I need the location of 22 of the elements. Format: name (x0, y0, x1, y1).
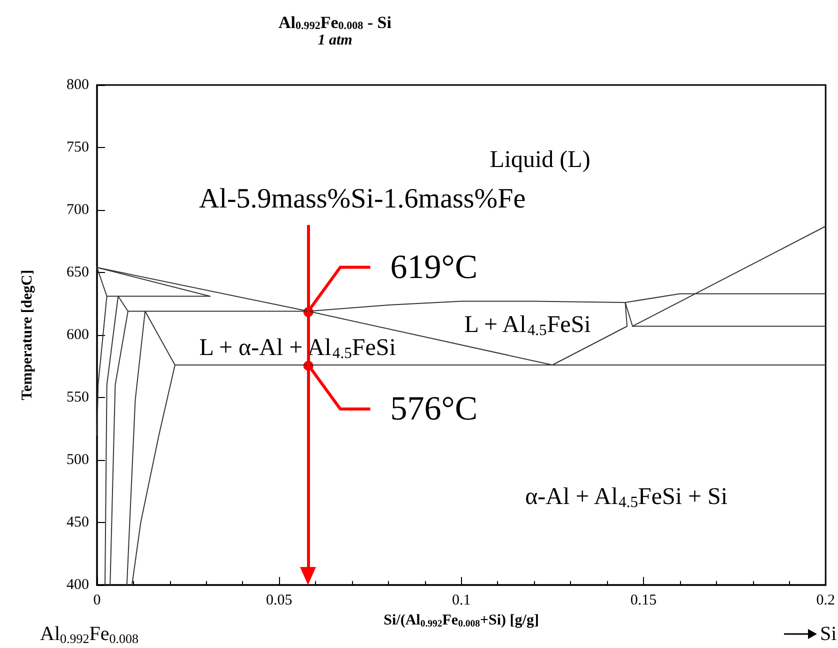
y-tick-label: 550 (66, 390, 89, 406)
annotation: 619°C (390, 248, 478, 286)
x-tick-label: 0.15 (630, 592, 657, 608)
y-tick-label: 500 (66, 452, 89, 468)
annotation: 576°C (390, 390, 478, 428)
y-tick-label: 700 (66, 202, 89, 218)
text: Si (820, 623, 838, 645)
ref-line-label: Al-5.9mass%Si-1.6mass%Fe (198, 184, 526, 214)
y-tick-label: 400 (66, 577, 89, 593)
y-tick-label: 600 (66, 327, 89, 343)
y-tick-label: 450 (66, 514, 89, 530)
y-tick-label: 750 (66, 140, 89, 156)
x-tick-label: 0.2 (816, 592, 835, 608)
chart-subtitle: 1 atm (318, 32, 352, 48)
chart-title: Al0.992Fe0.008 - Si (278, 12, 392, 32)
y-axis-title: Temperature [degC] (20, 270, 36, 400)
y-tick-label: 650 (66, 264, 89, 280)
x-tick-label: 0.1 (452, 592, 471, 608)
x-tick-label: 0.05 (266, 592, 292, 608)
x-tick-label: 0 (93, 592, 101, 608)
annotation: Liquid (L) (490, 147, 590, 173)
y-tick-label: 800 (66, 77, 89, 93)
